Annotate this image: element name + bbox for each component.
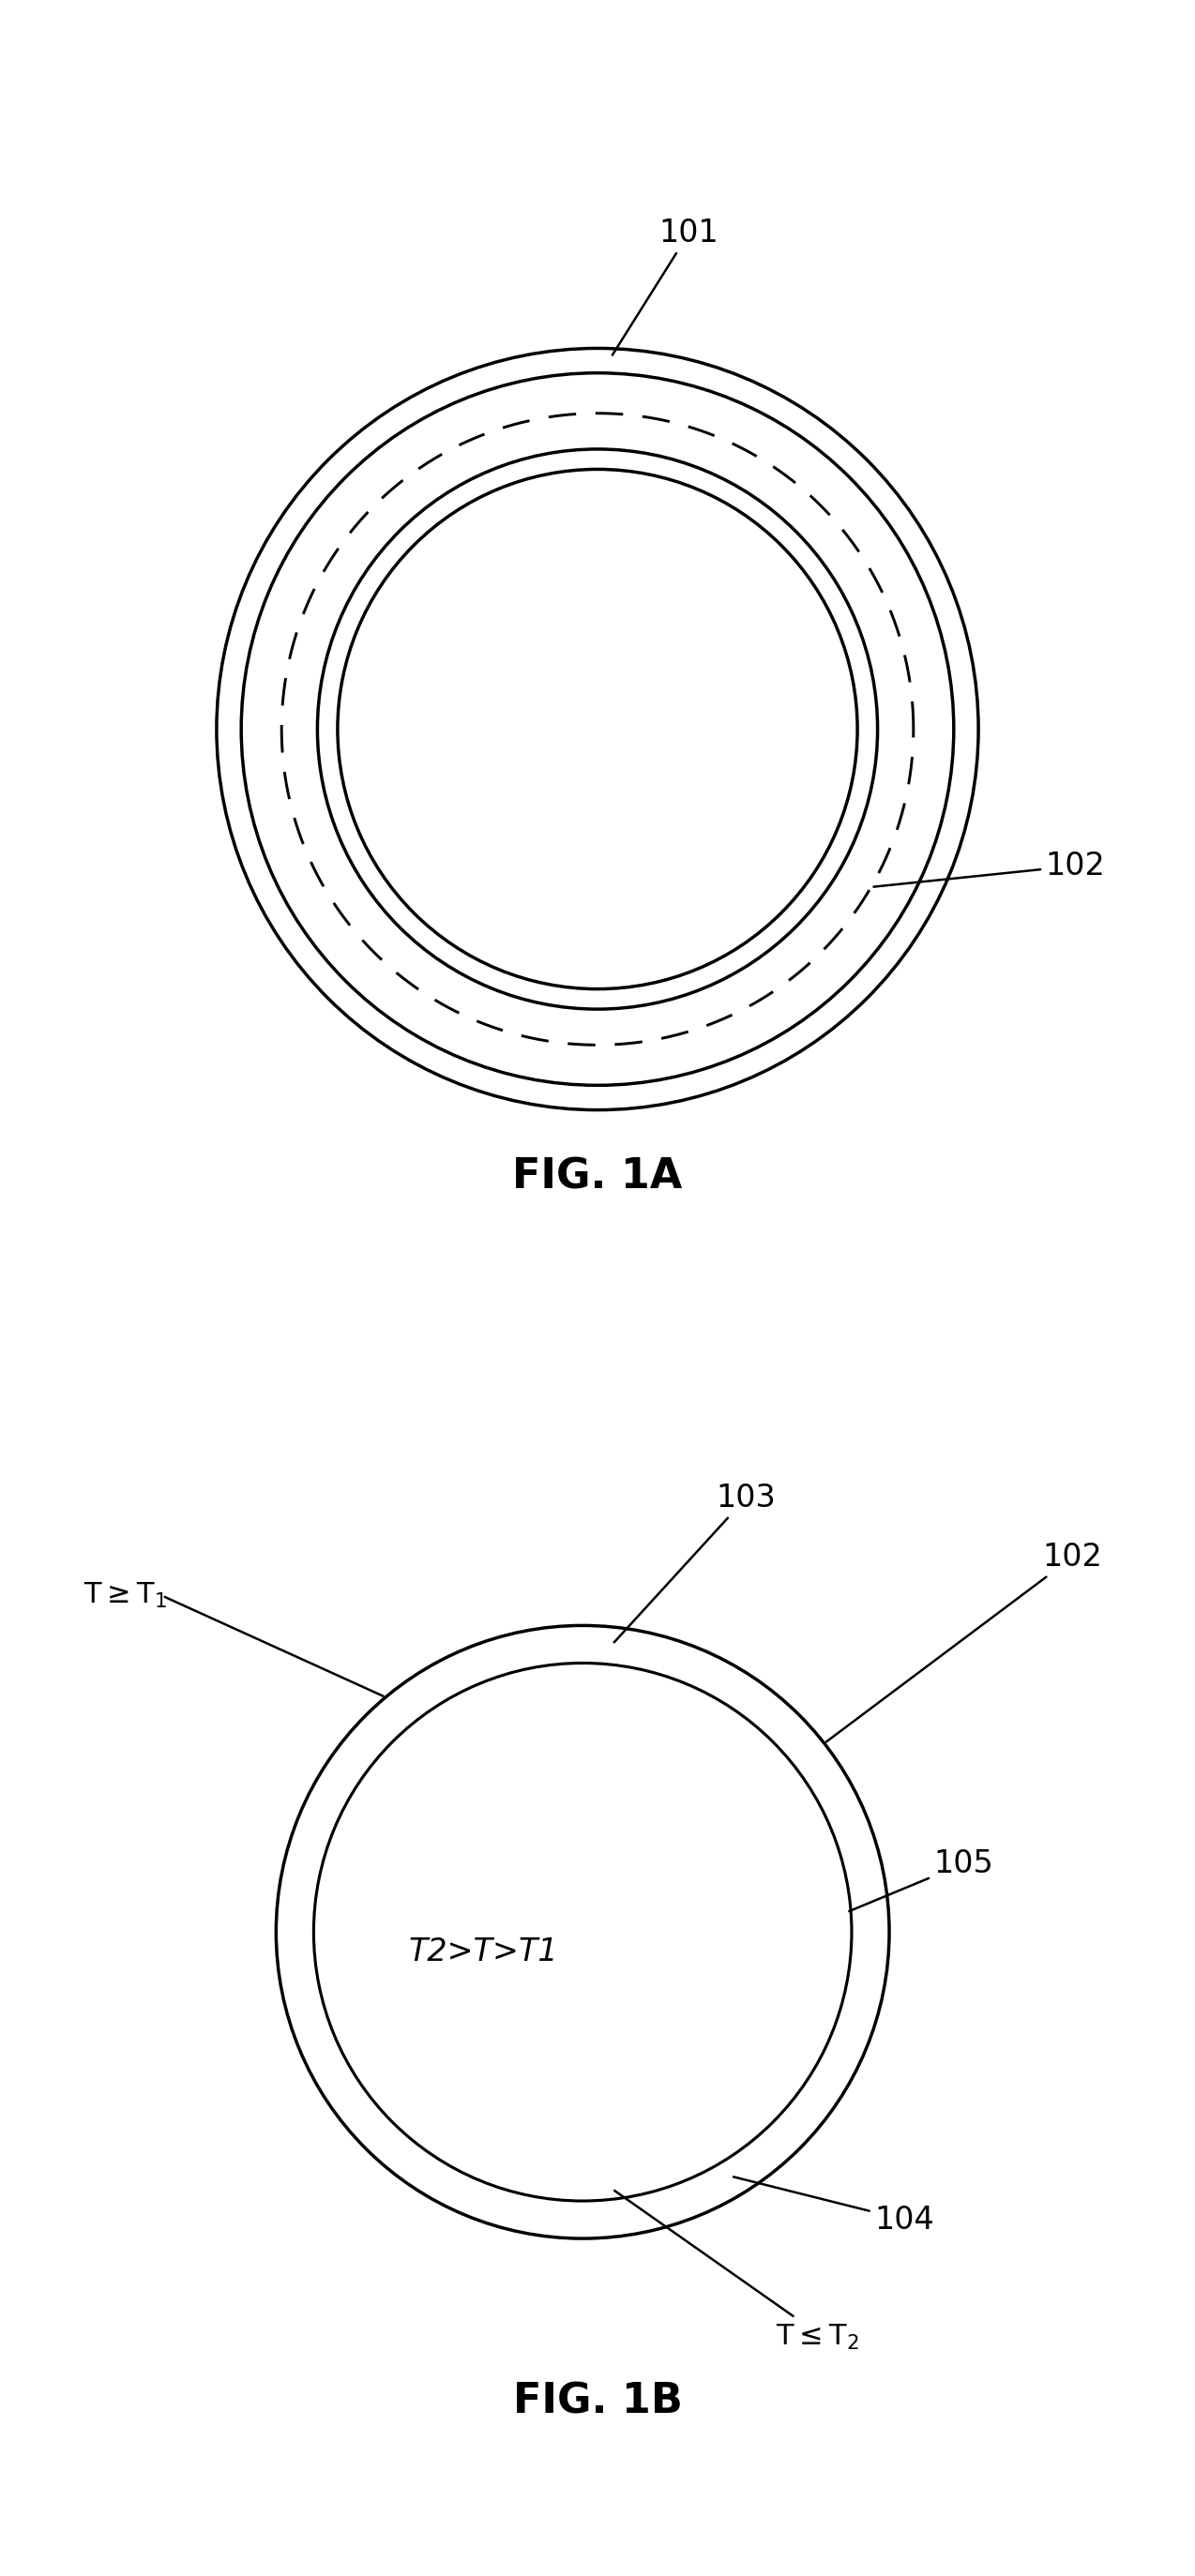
Text: 103: 103 [614, 1481, 776, 1643]
Text: FIG. 1A: FIG. 1A [513, 1157, 682, 1198]
Text: FIG. 1B: FIG. 1B [513, 2380, 682, 2421]
Text: T2>T>T1: T2>T>T1 [409, 1937, 558, 1968]
Wedge shape [276, 1625, 889, 2239]
Text: 104: 104 [734, 2177, 934, 2236]
Text: 101: 101 [612, 216, 719, 355]
Circle shape [313, 1664, 852, 2200]
Text: T$\leq$T$_2$: T$\leq$T$_2$ [776, 2324, 859, 2352]
Text: 102: 102 [826, 1543, 1103, 1741]
Circle shape [276, 1625, 889, 2239]
Text: 102: 102 [874, 850, 1105, 886]
Text: T$\geq$T$_1$: T$\geq$T$_1$ [84, 1582, 166, 1610]
Text: 105: 105 [850, 1850, 993, 1911]
